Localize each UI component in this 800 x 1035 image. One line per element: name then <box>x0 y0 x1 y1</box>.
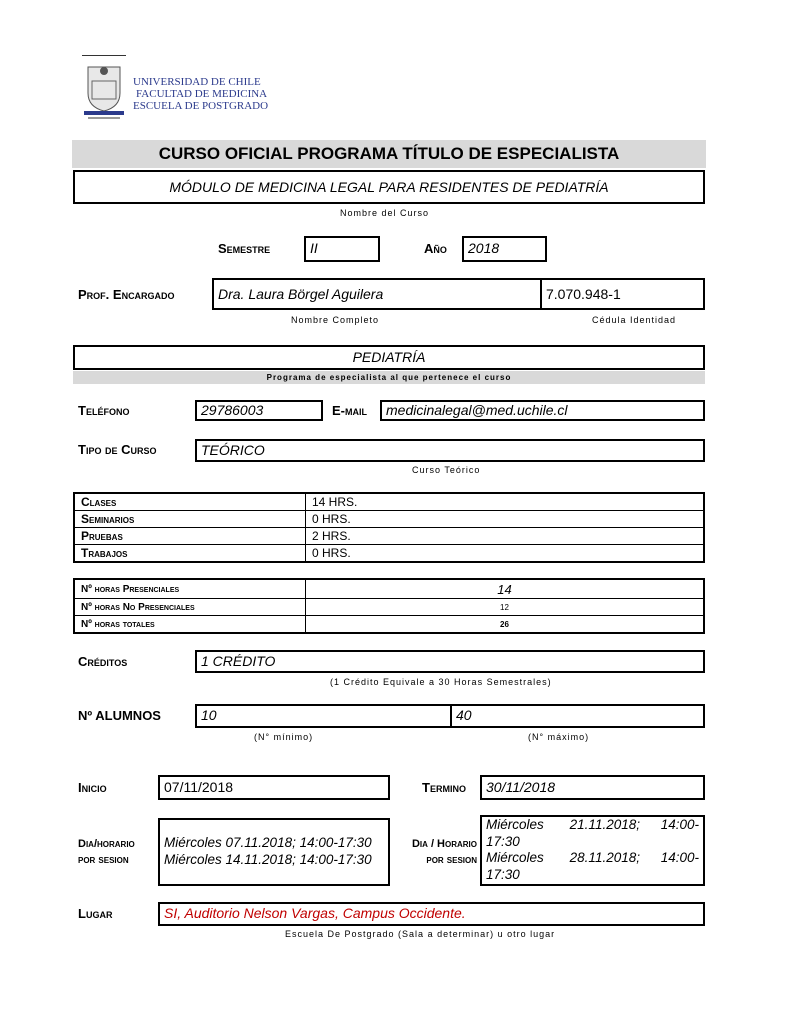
tipo-label: Tipo de Curso <box>78 442 157 457</box>
course-name-field[interactable]: MÓDULO DE MEDICINA LEGAL PARA RESIDENTES… <box>73 170 705 204</box>
horario-line: Miércoles 21.11.2018; 14:00-17:30 <box>486 817 699 849</box>
alumnos-max-caption: (N° máximo) <box>528 732 590 742</box>
row-value[interactable]: 12 <box>305 598 705 616</box>
horario2-label-line: Dia / Horario <box>411 838 477 850</box>
prof-id-field[interactable]: 7.070.948-1 <box>540 278 705 310</box>
prof-id-caption: Cédula Identidad <box>592 315 677 325</box>
semestre-field[interactable]: II <box>304 236 380 262</box>
faculty-name: FACULTAD DE MEDICINA <box>136 88 268 100</box>
alumnos-max-field[interactable]: 40 <box>450 704 705 728</box>
horario-line: Miércoles 28.11.2018; 14:00-17:30 <box>486 850 699 882</box>
table-row: Trabajos 0 HRS. <box>73 544 705 563</box>
lugar-caption: Escuela De Postgrado (Sala a determinar)… <box>285 929 556 939</box>
lugar-field[interactable]: SI, Auditorio Nelson Vargas, Campus Occi… <box>158 902 705 926</box>
row-label: Nº horas No Presenciales <box>73 598 306 616</box>
horario-line: Miércoles 07.11.2018; 14:00-17:30 <box>164 835 372 850</box>
semestre-label: Semestre <box>218 241 271 256</box>
horario2-label: Dia / Horario por sesion <box>398 836 477 868</box>
table-row: Pruebas 2 HRS. <box>73 527 705 545</box>
anio-label: Año <box>424 241 447 256</box>
horario1-label: Dia/horario por sesion <box>78 836 135 868</box>
horario1-field[interactable]: Miércoles 07.11.2018; 14:00-17:30 Miércol… <box>158 818 390 886</box>
row-label: Trabajos <box>73 544 306 563</box>
programa-field[interactable]: PEDIATRÍA <box>73 345 705 370</box>
row-value[interactable]: 0 HRS. <box>305 510 705 528</box>
page-title: CURSO OFICIAL PROGRAMA TÍTULO DE ESPECIA… <box>72 140 706 168</box>
course-name-caption: Nombre del Curso <box>340 208 430 218</box>
prof-name-field[interactable]: Dra. Laura Börgel Aguilera <box>212 278 542 310</box>
horas-table: Clases 14 HRS. Seminarios 0 HRS. Pruebas 2 … <box>73 492 705 563</box>
totales-table: Nº horas Presenciales 14 Nº horas No Pres… <box>73 578 705 634</box>
row-value[interactable]: 14 HRS. <box>305 492 705 511</box>
termino-field[interactable]: 30/11/2018 <box>480 775 705 800</box>
anio-field[interactable]: 2018 <box>462 236 547 262</box>
table-row: Nº horas Presenciales 14 <box>73 578 705 599</box>
telefono-field[interactable]: 29786003 <box>195 400 323 421</box>
inicio-label: Inicio <box>78 780 107 795</box>
inicio-field[interactable]: 07/11/2018 <box>158 775 390 800</box>
row-label: Clases <box>73 492 306 511</box>
row-value[interactable]: 2 HRS. <box>305 527 705 545</box>
table-row: Clases 14 HRS. <box>73 492 705 511</box>
row-label: Nº horas totales <box>73 615 306 634</box>
email-label: E-mail <box>332 403 367 418</box>
lugar-label: Lugar <box>78 906 113 921</box>
horario-line: Miércoles 14.11.2018; 14:00-17:30 <box>164 852 372 867</box>
horario2-field[interactable]: Miércoles 21.11.2018; 14:00-17:30 Miércol… <box>480 815 705 886</box>
row-value[interactable]: 26 <box>305 615 705 634</box>
creditos-label: Créditos <box>78 654 128 669</box>
row-label: Pruebas <box>73 527 306 545</box>
horario1-label-line: por sesion <box>78 854 129 866</box>
tipo-caption: Curso Teórico <box>412 465 481 475</box>
university-logo <box>82 55 126 119</box>
alumnos-min-caption: (N° mínimo) <box>254 732 314 742</box>
table-row: Seminarios 0 HRS. <box>73 510 705 528</box>
email-field[interactable]: medicinalegal@med.uchile.cl <box>380 400 705 421</box>
institution-name: UNIVERSIDAD DE CHILE <box>133 76 261 88</box>
alumnos-min-field[interactable]: 10 <box>195 704 452 728</box>
horario2-label-line: por sesion <box>426 854 477 866</box>
row-value[interactable]: 14 <box>305 578 705 599</box>
row-value[interactable]: 0 HRS. <box>305 544 705 563</box>
table-row: Nº horas totales 26 <box>73 615 705 634</box>
creditos-field[interactable]: 1 CRÉDITO <box>195 650 705 673</box>
programa-caption: Programa de especialista al que pertenec… <box>73 371 705 384</box>
row-label: Nº horas Presenciales <box>73 578 306 599</box>
telefono-label: Teléfono <box>78 403 130 418</box>
school-name: ESCUELA DE POSTGRADO <box>133 100 269 112</box>
horario1-label-line: Dia/horario <box>78 838 135 850</box>
row-label: Seminarios <box>73 510 306 528</box>
termino-label: Termino <box>422 780 466 795</box>
tipo-field[interactable]: TEÓRICO <box>195 439 705 462</box>
alumnos-label: Nº ALUMNOS <box>78 708 161 723</box>
creditos-caption: (1 Crédito Equivale a 30 Horas Semestral… <box>330 677 552 687</box>
table-row: Nº horas No Presenciales 12 <box>73 598 705 616</box>
prof-label: Prof. Encargado <box>78 287 175 302</box>
prof-name-caption: Nombre Completo <box>291 315 380 325</box>
